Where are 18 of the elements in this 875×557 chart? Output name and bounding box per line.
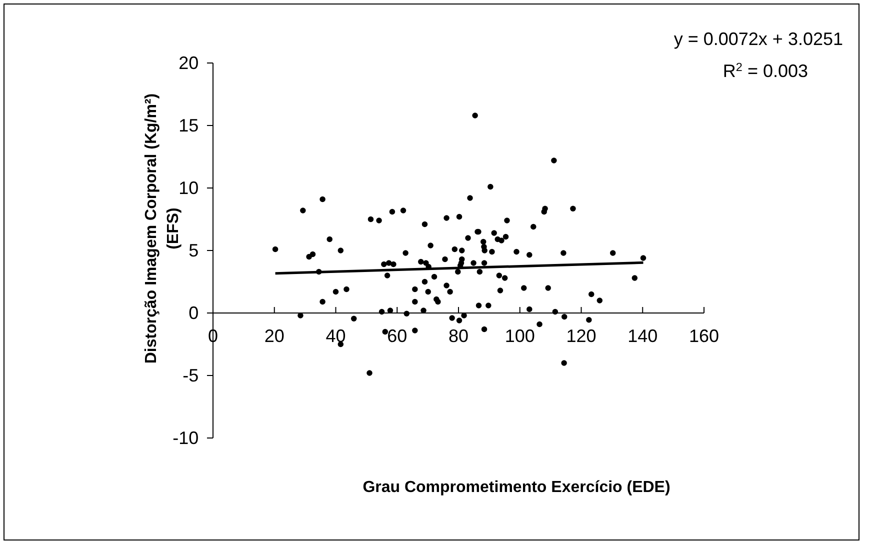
y-tick-label: 5	[188, 240, 199, 260]
x-axis-title: Grau Comprometimento Exercício (EDE)	[362, 479, 670, 496]
text: y = 0.0072x + 3.0251	[674, 29, 843, 49]
y-tick-label: 0	[188, 302, 199, 323]
x-tick-label: 160	[688, 326, 720, 346]
y-tick-label: 20	[178, 52, 199, 73]
y-tick-label: -5	[182, 365, 199, 386]
x-tick-label: 60	[387, 326, 408, 346]
x-tick-label: 40	[326, 326, 346, 346]
y-tick-label: 15	[178, 115, 199, 136]
x-tick-label: 80	[448, 326, 469, 346]
y-tick-label: 10	[178, 178, 199, 198]
x-tick-label: 120	[566, 326, 596, 346]
x-tick-label: 20	[264, 326, 284, 346]
y-tick-label: -10	[172, 428, 199, 448]
x-tick-label: 100	[504, 326, 535, 346]
x-tick-label: 140	[628, 326, 658, 346]
text: R$^{2}$ = 0.003	[722, 60, 808, 81]
